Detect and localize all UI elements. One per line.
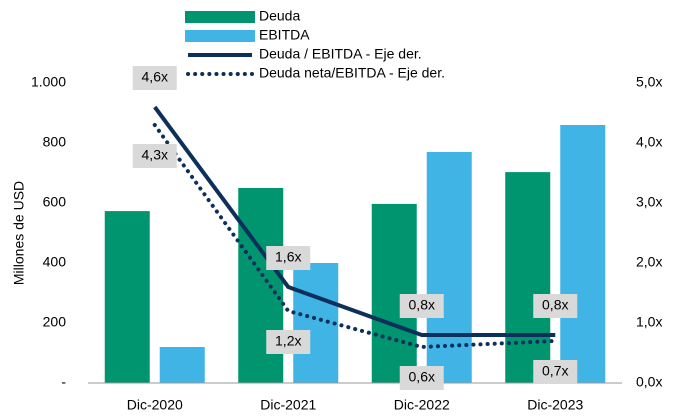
legend-swatch [185, 11, 255, 23]
data-label-box [132, 144, 177, 168]
y-tick-label: 1.000 [31, 74, 66, 90]
x-tick-label: Dic-2021 [260, 397, 316, 413]
legend-swatch [185, 30, 255, 42]
y2-tick-label: 0,0x [636, 374, 662, 390]
bar [104, 211, 150, 383]
bar [159, 347, 205, 383]
data-label-box [399, 294, 444, 318]
y2-tick-label: 1,0x [636, 314, 662, 330]
y2-tick-label: 3,0x [636, 194, 662, 210]
x-tick-label: Dic-2023 [527, 397, 583, 413]
legend-label: Deuda [259, 8, 300, 24]
data-label-box [266, 246, 311, 270]
bar [426, 152, 472, 383]
data-label-box [533, 294, 578, 318]
y-tick-label: 600 [43, 194, 67, 210]
data-label: 1,6x [275, 249, 301, 265]
y-tick-label: 800 [43, 134, 67, 150]
line [153, 105, 556, 337]
bar [505, 172, 551, 383]
data-label: 1,2x [275, 333, 301, 349]
data-label-box [399, 366, 444, 390]
data-label-box [533, 360, 578, 384]
data-label: 0,8x [409, 297, 435, 313]
data-label: 0,6x [409, 369, 435, 385]
y-tick-label: 200 [43, 314, 67, 330]
bar [371, 203, 417, 383]
y2-tick-label: 2,0x [636, 254, 662, 270]
line [152, 123, 558, 349]
data-label-box [266, 330, 311, 354]
y-axis-label: Millones de USD [11, 181, 27, 285]
legend-label: Deuda neta/EBITDA - Eje der. [259, 65, 445, 81]
x-tick-label: Dic-2020 [127, 397, 183, 413]
data-label: 0,7x [542, 363, 568, 379]
legend-label: Deuda / EBITDA - Eje der. [259, 46, 422, 62]
data-label: 4,6x [142, 69, 168, 85]
data-label: 0,8x [542, 297, 568, 313]
bar [560, 125, 606, 383]
data-label: 4,3x [142, 147, 168, 163]
y2-tick-label: 4,0x [636, 134, 662, 150]
data-label-box [132, 66, 177, 90]
y-tick-label: 400 [43, 254, 67, 270]
x-tick-label: Dic-2022 [394, 397, 450, 413]
y2-tick-label: 5,0x [636, 74, 662, 90]
legend-label: EBITDA [259, 27, 310, 43]
bar [293, 263, 339, 383]
y-tick-label: - [61, 374, 66, 390]
